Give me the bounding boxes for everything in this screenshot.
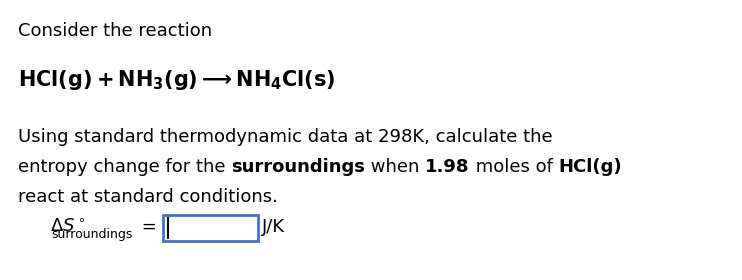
Text: 1.98: 1.98 [425,158,470,176]
Text: react at standard conditions.: react at standard conditions. [18,188,278,206]
Text: when: when [365,158,425,176]
Text: Consider the reaction: Consider the reaction [18,22,212,40]
Text: J/K: J/K [262,218,285,236]
Bar [162,215,257,241]
Text: $\mathbf{HCl(g) + NH_3(g){\longrightarrow}NH_4Cl(s)}$: $\mathbf{HCl(g) + NH_3(g){\longrightarro… [18,68,335,92]
Text: $\Delta S^\circ$: $\Delta S^\circ$ [50,218,85,236]
Text: =: = [136,218,162,236]
Text: surroundings: surroundings [232,158,365,176]
Text: entropy change for the: entropy change for the [18,158,232,176]
Text: HCl(g): HCl(g) [559,158,622,176]
Text: Using standard thermodynamic data at 298K, calculate the: Using standard thermodynamic data at 298… [18,128,553,146]
Text: moles of: moles of [470,158,559,176]
Text: surroundings: surroundings [52,228,133,241]
